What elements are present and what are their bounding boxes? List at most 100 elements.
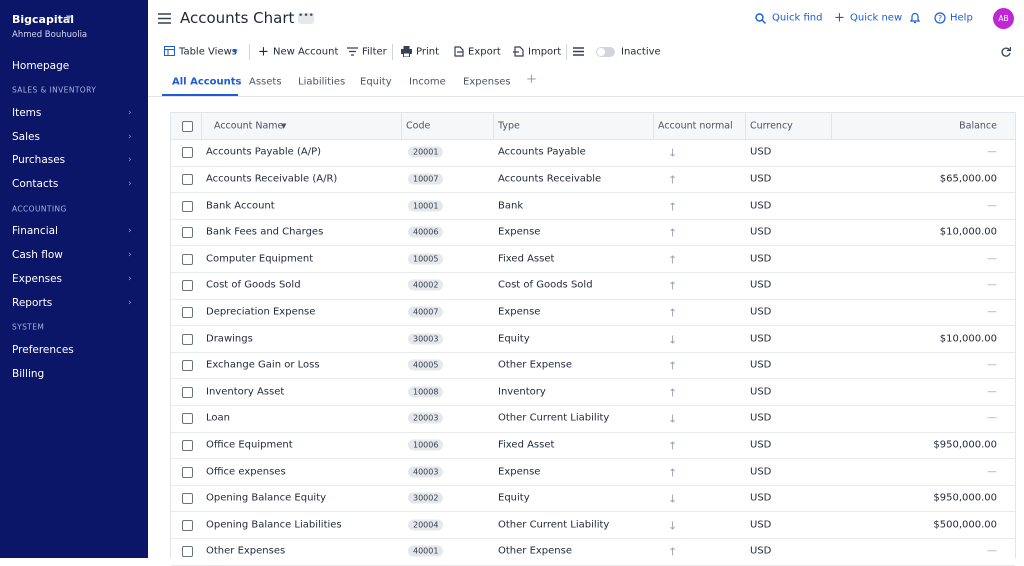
user-name: Ahmed Bouhuolia [12, 30, 88, 40]
export[interactable]: Export [468, 46, 501, 58]
nav-chevron[interactable]: › [128, 132, 132, 142]
row-checkbox[interactable] [182, 147, 193, 159]
plus-icon[interactable]: + [258, 44, 269, 60]
tab[interactable]: Liabilities [298, 76, 346, 88]
tab[interactable]: All Accounts [172, 76, 242, 88]
column-header[interactable]: Account Name [214, 120, 284, 132]
column-header[interactable]: Currency [750, 120, 793, 132]
import[interactable]: Import [528, 46, 562, 58]
row-checkbox[interactable] [182, 386, 193, 398]
quick-find[interactable]: Quick find [772, 12, 823, 24]
tab-bar: + All Accounts Assets Liabilities Equity Inc… [148, 66, 1024, 97]
row-checkbox[interactable] [182, 519, 193, 531]
tab[interactable]: Expenses [463, 76, 511, 88]
nav-chevron[interactable]: › [128, 108, 132, 118]
row-checkbox[interactable] [182, 413, 193, 425]
nav-section: SYSTEM [12, 322, 45, 332]
row-checkbox[interactable] [182, 333, 193, 345]
help-icon[interactable]: ? [934, 12, 946, 24]
tab[interactable]: Income [409, 76, 446, 88]
nav-item[interactable]: Reports [12, 297, 53, 309]
menu-icon[interactable] [158, 13, 171, 24]
account-name[interactable]: Depreciation Expense [206, 306, 316, 318]
nav-item[interactable]: Contacts [12, 178, 59, 190]
bell-icon[interactable] [910, 12, 920, 24]
tab[interactable]: Equity [360, 76, 392, 88]
column-header[interactable]: Code [406, 120, 431, 132]
avatar[interactable]: AB [993, 8, 1014, 29]
nav-chevron[interactable]: › [128, 226, 132, 236]
row-checkbox[interactable] [182, 200, 193, 212]
account-name[interactable]: Bank Fees and Charges [206, 226, 324, 238]
account-name[interactable]: Loan [206, 412, 230, 424]
nav-item[interactable]: Cash flow [12, 249, 63, 261]
export-icon[interactable] [453, 46, 464, 57]
table-header [171, 113, 1015, 140]
row-checkbox[interactable] [182, 439, 193, 451]
account-name[interactable]: Drawings [206, 333, 253, 344]
nav-chevron[interactable]: › [128, 179, 132, 189]
nav-item[interactable]: Sales [12, 131, 40, 143]
columns-icon[interactable] [573, 47, 584, 56]
row-checkbox[interactable] [182, 493, 193, 505]
print-icon[interactable] [401, 46, 412, 57]
nav-chevron[interactable]: › [128, 274, 132, 284]
nav-item[interactable]: Purchases [12, 154, 66, 166]
print[interactable]: Print [416, 46, 440, 58]
column-header[interactable]: Account normal [658, 120, 733, 132]
import-icon[interactable] [513, 46, 524, 57]
new-account[interactable]: New Account [273, 46, 339, 58]
inactive-toggle[interactable] [596, 47, 615, 57]
column-header[interactable]: Balance [959, 120, 997, 132]
row-checkbox[interactable] [182, 306, 193, 318]
normal-arrow: ↓ [668, 333, 678, 346]
more-button[interactable]: ••• [298, 12, 314, 24]
account-name[interactable]: Computer Equipment [206, 253, 314, 265]
nav-item[interactable]: Expenses [12, 273, 63, 285]
nav-item[interactable]: Homepage [12, 60, 70, 72]
nav-chevron[interactable]: › [128, 298, 132, 308]
refresh-icon[interactable] [1001, 47, 1011, 57]
account-name[interactable]: Accounts Payable (A/P) [206, 146, 322, 158]
row-checkbox[interactable] [182, 173, 193, 185]
sort-caret[interactable]: ▼ [281, 122, 287, 130]
account-name[interactable]: Cost of Goods Sold [206, 279, 301, 291]
row-checkbox[interactable] [182, 280, 193, 292]
add-tab[interactable]: + [526, 72, 537, 87]
row-checkbox[interactable] [182, 253, 193, 265]
account-name[interactable]: Bank Account [206, 200, 275, 211]
row-checkbox[interactable] [182, 466, 193, 478]
table-views-caret[interactable]: ▼ [233, 48, 238, 56]
balance: — [987, 146, 997, 158]
nav-item[interactable]: Items [12, 107, 42, 119]
org-caret[interactable]: ▼ [66, 14, 72, 22]
column-header[interactable]: Type [498, 120, 520, 132]
account-name[interactable]: Office Equipment [206, 439, 293, 451]
account-name[interactable]: Office expenses [206, 466, 286, 477]
quick-new[interactable]: Quick new [850, 12, 903, 24]
org-name[interactable]: Bigcapital [12, 13, 75, 26]
account-name[interactable]: Opening Balance Liabilities [206, 519, 342, 531]
nav-chevron[interactable]: › [128, 155, 132, 165]
table-views[interactable]: Table Views [179, 46, 237, 58]
plus-icon[interactable]: + [834, 10, 845, 26]
nav-item[interactable]: Preferences [12, 344, 74, 356]
normal-arrow: ↓ [668, 519, 678, 533]
nav-chevron[interactable]: › [128, 250, 132, 260]
row-checkbox[interactable] [182, 546, 193, 558]
account-name[interactable]: Inventory Asset [206, 386, 285, 398]
account-name[interactable]: Exchange Gain or Loss [206, 359, 320, 371]
filter[interactable]: Filter [362, 46, 387, 58]
help[interactable]: Help [950, 12, 973, 24]
row-checkbox[interactable] [182, 360, 193, 372]
account-name[interactable]: Opening Balance Equity [206, 492, 327, 504]
select-all[interactable] [182, 121, 193, 132]
nav-item[interactable]: Billing [12, 368, 45, 380]
account-name[interactable]: Accounts Receivable (A/R) [206, 173, 338, 185]
account-name[interactable]: Other Expenses [206, 545, 286, 557]
tab[interactable]: Assets [249, 76, 282, 88]
search-icon[interactable] [755, 13, 766, 24]
filter-icon[interactable] [347, 47, 358, 56]
nav-item[interactable]: Financial [12, 225, 58, 237]
row-checkbox[interactable] [182, 227, 193, 239]
